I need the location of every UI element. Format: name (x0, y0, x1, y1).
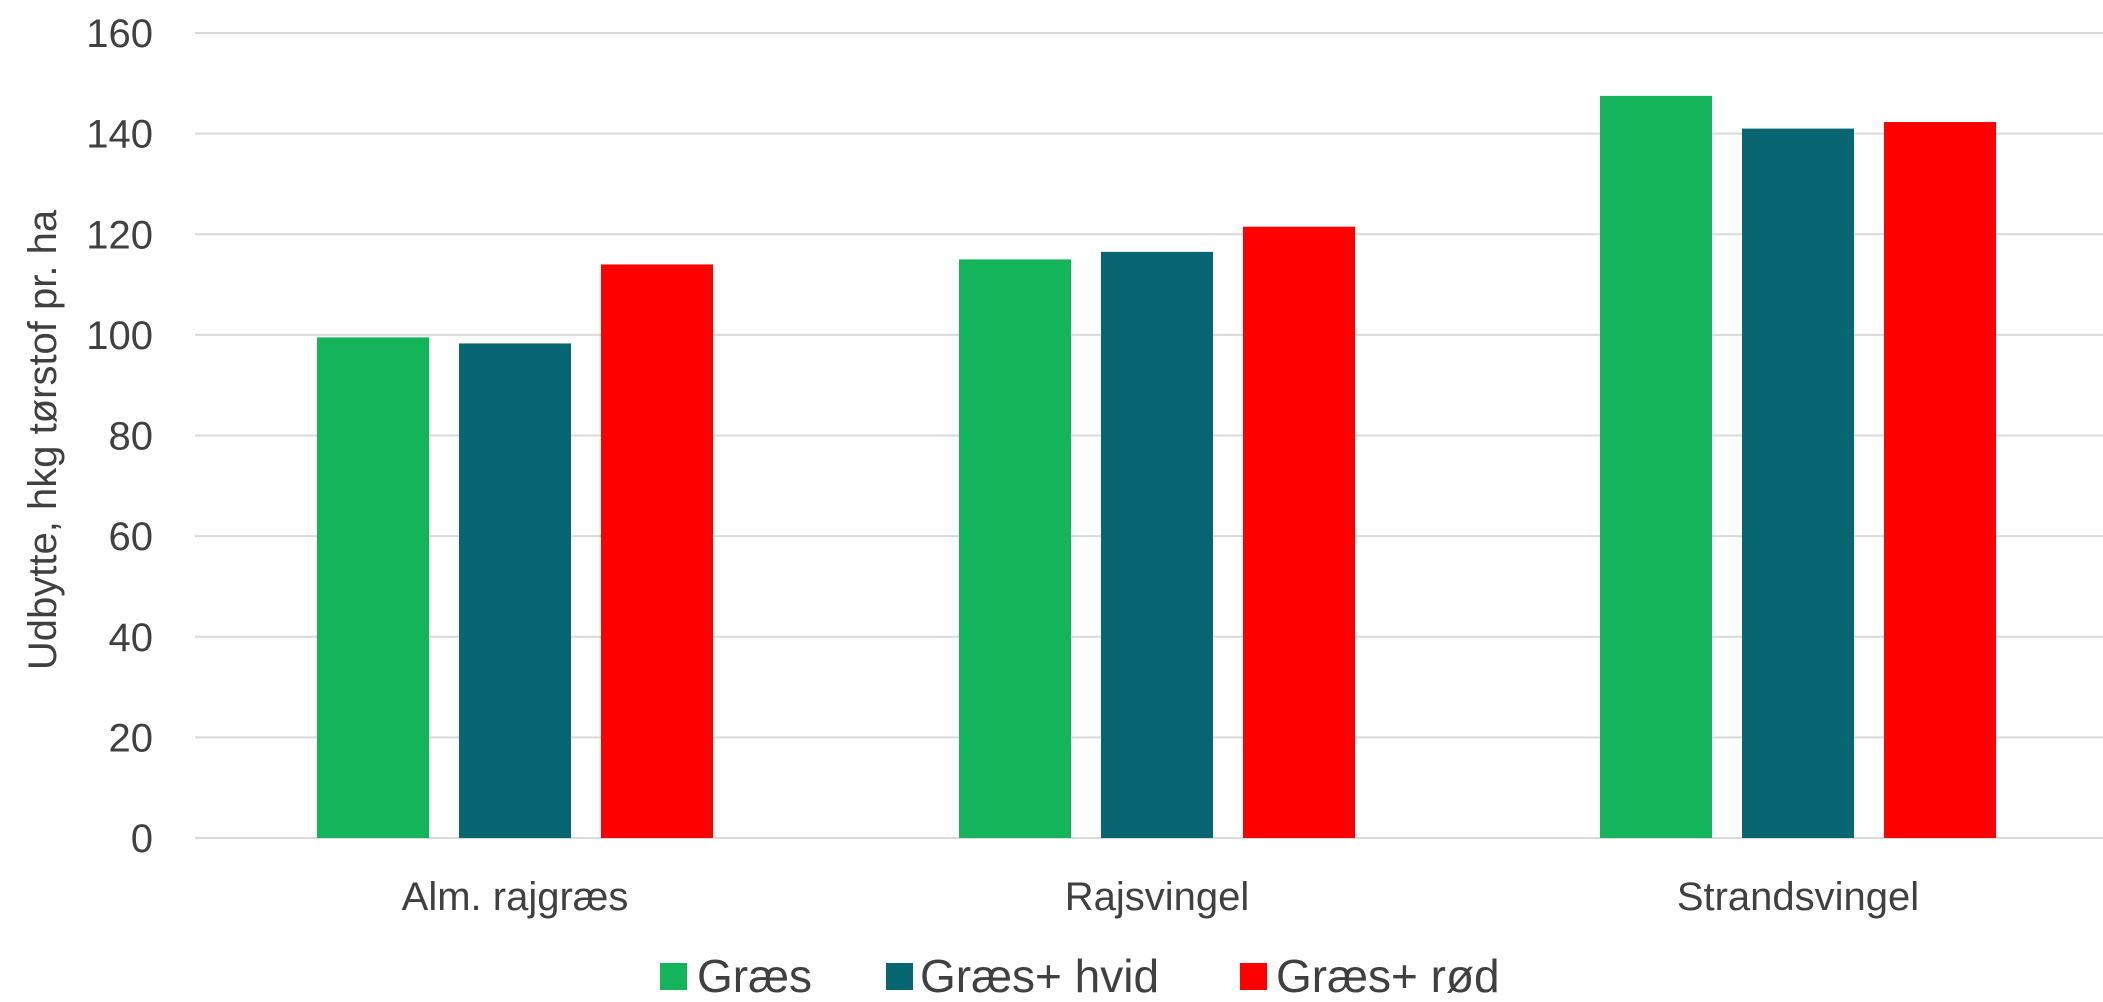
y-tick-label: 0 (131, 817, 153, 861)
legend-label: Græs+ rød (1276, 950, 1500, 1002)
y-tick-label: 60 (109, 515, 154, 559)
bars (317, 95, 1996, 839)
legend-label: Græs+ hvid (920, 950, 1159, 1002)
bar (459, 343, 571, 838)
x-category-label: Strandsvingel (1677, 875, 1919, 919)
y-tick-label: 160 (86, 12, 153, 56)
legend-swatch (1240, 963, 1267, 990)
legend-swatch (660, 963, 687, 990)
bar (1742, 128, 1854, 838)
bar (1884, 122, 1996, 839)
bar (1243, 226, 1355, 838)
y-tick-label: 40 (109, 616, 154, 660)
bar (601, 264, 713, 838)
y-tick-label: 100 (86, 314, 153, 358)
y-axis-title: Udbytte, hkg tørstof pr. ha (21, 209, 65, 670)
legend: Græs Græs+ hvid Græs+ rød (660, 950, 1500, 1002)
bar (1600, 95, 1712, 838)
y-tick-label: 80 (109, 415, 154, 459)
bar (1101, 251, 1213, 838)
y-axis-tick-labels: 0 20 40 60 80 100 120 140 160 (86, 12, 153, 861)
x-category-label: Alm. rajgræs (402, 875, 629, 919)
y-tick-label: 140 (86, 113, 153, 157)
legend-swatch (886, 963, 913, 990)
y-tick-label: 20 (109, 716, 154, 760)
bar (317, 337, 429, 838)
legend-label: Græs (697, 950, 812, 1002)
bar (959, 259, 1071, 838)
x-category-label: Rajsvingel (1065, 875, 1250, 919)
x-axis-category-labels: Alm. rajgræs Rajsvingel Strandsvingel (402, 875, 1920, 919)
y-tick-label: 120 (86, 213, 153, 257)
